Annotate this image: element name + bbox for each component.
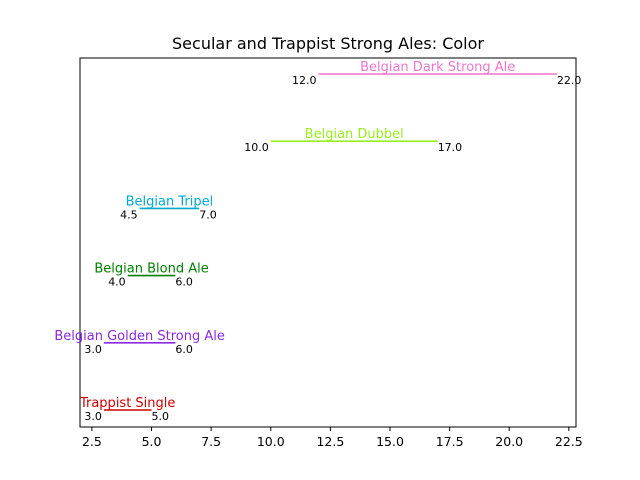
range-name: Trappist Single bbox=[79, 396, 175, 411]
x-tick-label: 10.0 bbox=[257, 434, 285, 449]
range-min-label: 4.0 bbox=[108, 276, 126, 289]
x-tick-label: 15.0 bbox=[376, 434, 404, 449]
chart-title: Secular and Trappist Strong Ales: Color bbox=[172, 34, 484, 53]
x-tick-label: 17.5 bbox=[436, 434, 464, 449]
x-tick-label: 12.5 bbox=[316, 434, 344, 449]
range-name: Belgian Tripel bbox=[126, 194, 214, 209]
range-max-label: 5.0 bbox=[152, 410, 170, 423]
x-tick-label: 7.5 bbox=[201, 434, 221, 449]
x-tick-label: 20.0 bbox=[495, 434, 523, 449]
range-min-label: 12.0 bbox=[292, 74, 317, 87]
x-axis: 2.5 5.0 7.5 10.0 12.5 15.0 17.5 20.0 22.5 bbox=[82, 427, 583, 449]
range-name: Belgian Dark Strong Ale bbox=[360, 60, 515, 75]
range-max-label: 17.0 bbox=[438, 141, 463, 154]
range-min-label: 10.0 bbox=[244, 141, 269, 154]
x-tick-label: 5.0 bbox=[142, 434, 162, 449]
range-min-label: 3.0 bbox=[84, 343, 102, 356]
range-max-label: 22.0 bbox=[557, 74, 582, 87]
range-min-label: 3.0 bbox=[84, 410, 102, 423]
range-name: Belgian Golden Strong Ale bbox=[54, 329, 224, 344]
range-max-label: 6.0 bbox=[175, 343, 193, 356]
range-name: Belgian Dubbel bbox=[305, 127, 404, 142]
range-min-label: 4.5 bbox=[120, 208, 138, 221]
range-name: Belgian Blond Ale bbox=[94, 262, 208, 277]
x-tick-label: 2.5 bbox=[82, 434, 102, 449]
plot-area bbox=[79, 57, 577, 428]
x-tick-label: 22.5 bbox=[555, 434, 583, 449]
range-max-label: 6.0 bbox=[175, 276, 193, 289]
range-max-label: 7.0 bbox=[199, 208, 217, 221]
